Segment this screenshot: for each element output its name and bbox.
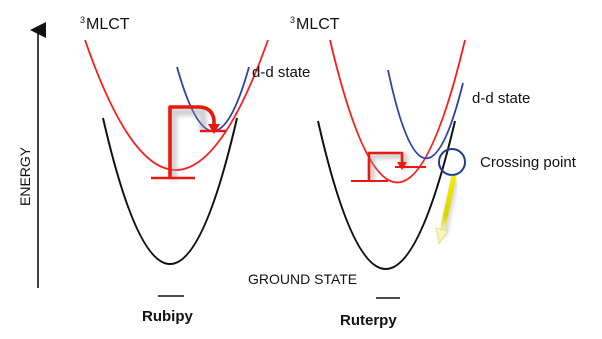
crossing-point-label: Crossing point (480, 154, 576, 171)
energy-axis-label: ENERGY (17, 146, 33, 206)
rubipy-label: Rubipy (142, 308, 193, 325)
decay-arrow (439, 175, 457, 233)
ruterpy-label: Ruterpy (340, 312, 397, 329)
ruterpy-ground-state-curve (317, 120, 456, 270)
rubipy-transition-shadow (169, 108, 207, 180)
mlct-right-text: MLCT (296, 16, 340, 33)
decay-arrowhead (435, 227, 449, 245)
ruterpy-transition-arrow (367, 151, 404, 180)
ground-state-label: GROUND STATE (248, 271, 358, 287)
rubipy-ground-state-curve (102, 117, 238, 265)
mlct-right-superscript: 3 (290, 15, 296, 25)
ruterpy-dd-curve (387, 69, 464, 160)
rubipy-transition-arrow (168, 105, 216, 178)
mlct-left-text: MLCT (86, 16, 130, 33)
dd-state-left-label: d-d state (252, 64, 311, 81)
mlct-right-label: 3MLCT (290, 15, 340, 34)
rubipy-transition-arrowhead (208, 124, 220, 134)
ruterpy-mlct-curve (329, 39, 466, 184)
mlct-left-superscript: 3 (80, 15, 86, 25)
crossing-point-circle (438, 148, 466, 176)
mlct-left-label: 3MLCT (80, 15, 130, 34)
dd-state-right-label: d-d state (472, 90, 531, 107)
